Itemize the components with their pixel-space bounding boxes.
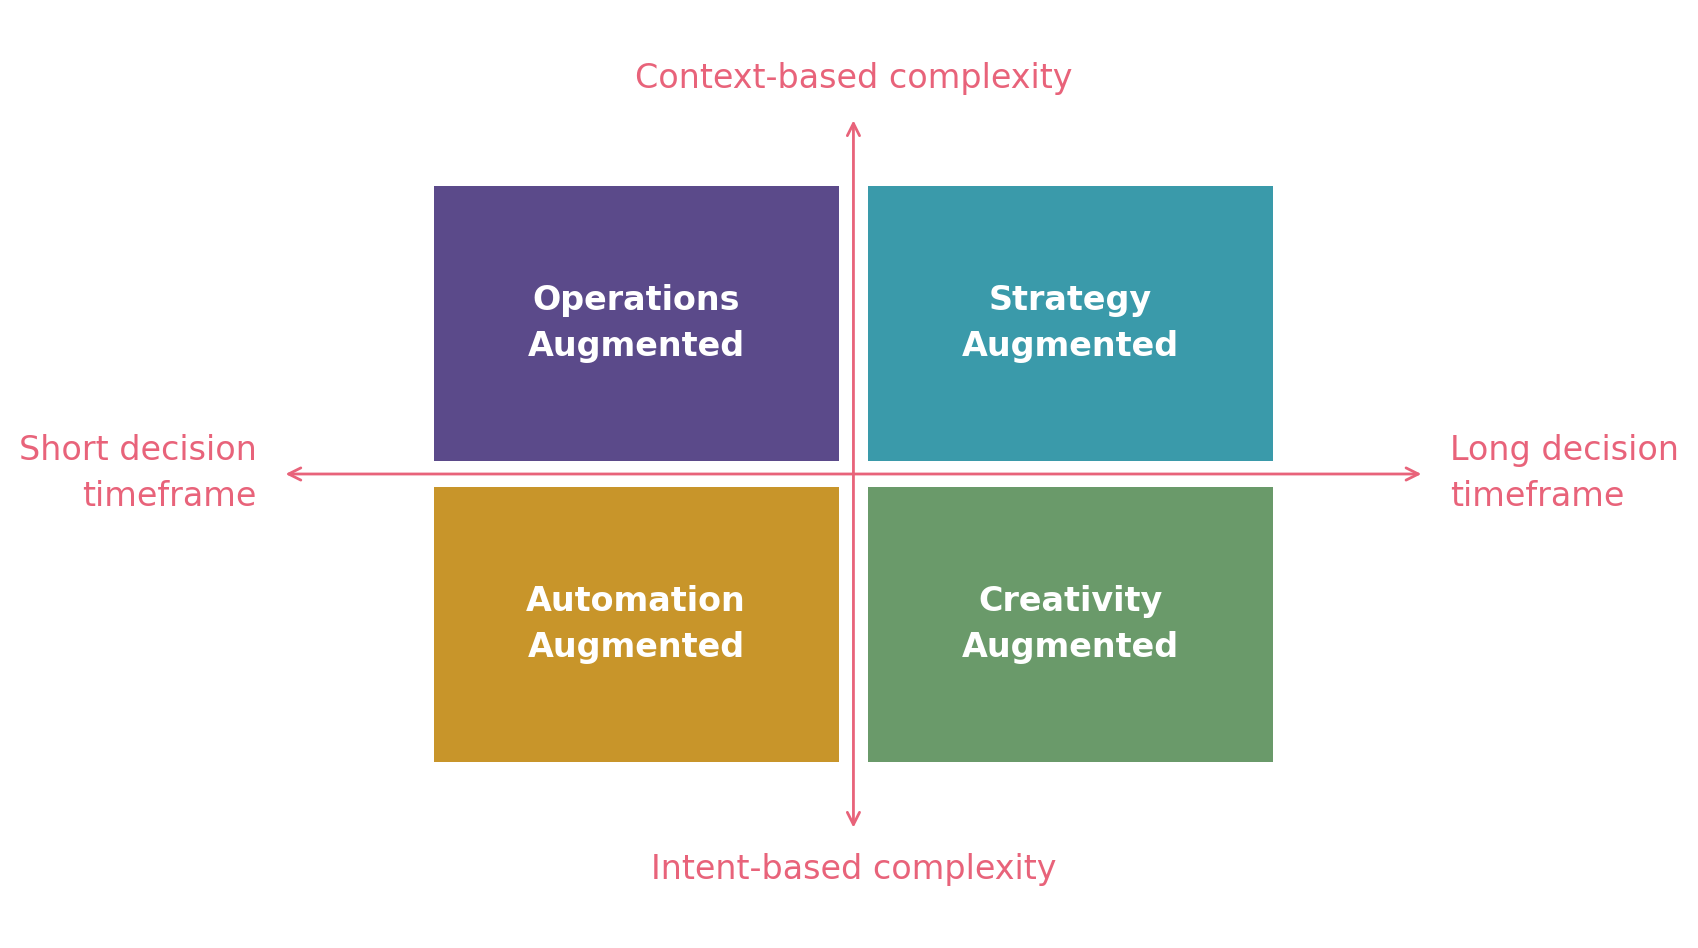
Text: Intent-based complexity: Intent-based complexity <box>650 853 1056 886</box>
Text: Context-based complexity: Context-based complexity <box>635 62 1071 95</box>
Text: Long decision
timeframe: Long decision timeframe <box>1450 434 1679 514</box>
Text: Operations
Augmented: Operations Augmented <box>528 283 745 363</box>
Bar <box>868 186 1274 461</box>
Text: Strategy
Augmented: Strategy Augmented <box>963 283 1178 363</box>
Bar <box>433 487 839 762</box>
Bar <box>433 186 839 461</box>
Text: Automation
Augmented: Automation Augmented <box>526 585 745 665</box>
Text: Creativity
Augmented: Creativity Augmented <box>963 585 1178 665</box>
Bar <box>868 487 1274 762</box>
Text: Short decision
timeframe: Short decision timeframe <box>19 434 256 514</box>
